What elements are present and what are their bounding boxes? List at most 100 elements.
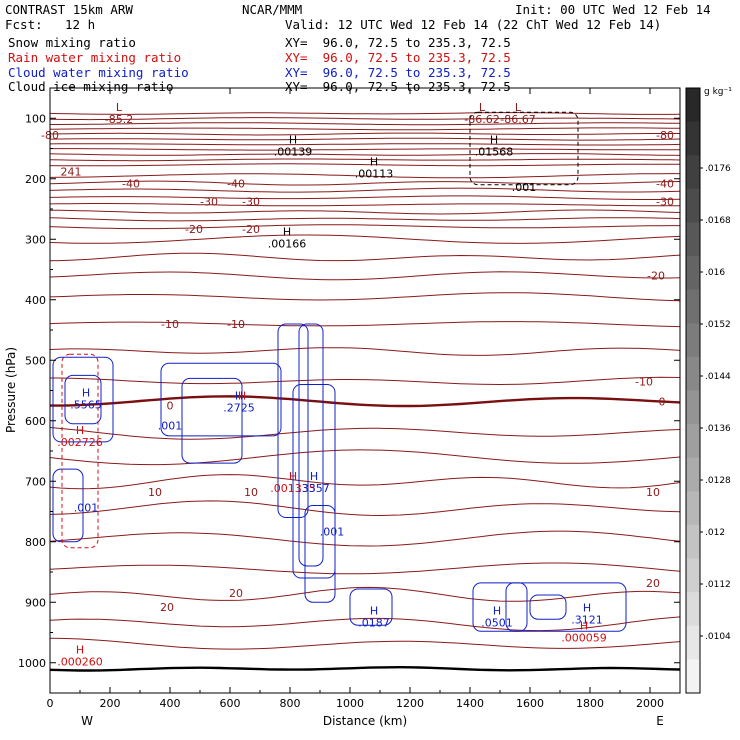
- temperature-label: 0: [659, 395, 666, 408]
- isotherm-line: [49, 252, 681, 262]
- isotherm-line: [49, 637, 681, 650]
- extremum-value: .001335: [270, 482, 316, 495]
- isotherm-line: [49, 180, 681, 186]
- x-axis-label: Distance (km): [323, 714, 407, 728]
- isotherm-line: [49, 143, 681, 146]
- colorbar-segment: [686, 289, 700, 324]
- extremum-mark: H: [76, 424, 84, 437]
- isotherm-line: [49, 153, 681, 156]
- isotherm-line: [49, 234, 681, 244]
- temperature-label: -10: [227, 318, 245, 331]
- isotherm-line: [49, 195, 681, 200]
- y-tick-label: 700: [25, 475, 46, 488]
- x-tick-label: 0: [47, 697, 54, 710]
- cloud-contour: [181, 377, 243, 464]
- temperature-label: -80: [656, 129, 674, 142]
- x-tick-label: 1800: [576, 697, 604, 710]
- extremum-mark: H: [370, 155, 378, 168]
- extremum-mark: H: [583, 601, 591, 614]
- x-west-label: W: [81, 714, 93, 728]
- isotherm-line: [49, 203, 680, 207]
- isotherm-line: [49, 127, 681, 131]
- field-name-rain: Rain water mixing ratio: [8, 50, 182, 65]
- y-tick-label: 600: [25, 415, 46, 428]
- extremum-mark: L: [515, 101, 522, 114]
- x-tick-label: 1400: [456, 697, 484, 710]
- extremum-mark: H: [370, 604, 378, 617]
- cloud-contour: [160, 362, 282, 437]
- isotherm-line: [49, 474, 681, 490]
- colorbar-segment: [686, 323, 700, 358]
- isotherm-line: [49, 500, 681, 517]
- colorbar-label: .0104: [705, 632, 731, 642]
- isotherm-line: [49, 292, 681, 302]
- cloud-contour: [298, 323, 324, 567]
- temperature-label: 20: [160, 601, 174, 614]
- x-tick-label: 2000: [636, 697, 664, 710]
- isotherm-line: [50, 209, 681, 215]
- valid-time: Valid: 12 UTC Wed 12 Feb 14 (22 ChT Wed …: [285, 17, 662, 32]
- isotherm-line: [49, 321, 681, 328]
- temperature-label: -10: [161, 318, 179, 331]
- colorbar-segment: [686, 524, 700, 560]
- fcst-label: Fcst:: [5, 17, 43, 32]
- temperature-label: -40: [656, 178, 674, 191]
- extremum-mark: H: [493, 604, 501, 617]
- cloud-contour: [52, 356, 114, 443]
- extremum-value: .3357: [298, 482, 330, 495]
- extremum-value: .001: [158, 420, 183, 433]
- y-tick-label: 300: [25, 233, 46, 246]
- colorbar-segment: [686, 625, 700, 660]
- isotherm-line: [49, 158, 681, 162]
- temperature-label: 10: [148, 486, 162, 499]
- cloud-contour: [349, 588, 393, 626]
- y-tick-label: 1000: [18, 657, 46, 670]
- isotherm-line: [49, 132, 680, 136]
- ice-contour: [469, 111, 579, 186]
- extremum-value: .000059: [561, 631, 607, 644]
- extremum-value: .002726: [57, 436, 103, 449]
- colorbar-segment: [686, 491, 700, 526]
- isotherm-line: [49, 271, 681, 281]
- extremum-value: .001: [74, 501, 99, 514]
- isotherm-line: [49, 137, 681, 141]
- extremum-mark: H: [238, 390, 246, 403]
- y-tick-label: 800: [25, 536, 46, 549]
- extremum-mark: H: [82, 387, 90, 400]
- isotherm-line: [49, 530, 681, 547]
- x-tick-label: 800: [280, 697, 301, 710]
- field-xy-snow: XY= 96.0, 72.5 to 235.3, 72.5: [285, 35, 511, 50]
- cloud-contour: [64, 374, 102, 425]
- isotherm-line: [49, 449, 681, 466]
- cloud-contour: [304, 504, 336, 603]
- isotherm-line: [49, 224, 680, 230]
- colorbar-segment: [686, 457, 700, 492]
- y-tick-label: 400: [25, 294, 46, 307]
- extremum-value: .2725: [223, 402, 255, 415]
- temperature-label: 241: [61, 165, 82, 178]
- extremum-value: .3121: [571, 613, 603, 626]
- isotherm-line: [49, 163, 681, 167]
- field-name-cloudice: Cloud ice mixing ratio: [8, 79, 174, 94]
- rain-contour: [61, 353, 99, 549]
- extremum-value: .000260: [57, 656, 103, 669]
- x-tick-label: 400: [160, 697, 181, 710]
- colorbar-segment: [686, 558, 700, 593]
- y-tick-label: 500: [25, 354, 46, 367]
- isotherm-line: [49, 217, 681, 222]
- isotherm-line: [49, 586, 681, 602]
- colorbar-segment: [686, 188, 700, 223]
- isotherm-line: [50, 376, 681, 386]
- x-tick-label: 600: [220, 697, 241, 710]
- temperature-label: -20: [185, 223, 203, 236]
- isotherm-line: [49, 117, 681, 121]
- x-tick-label: 1200: [396, 697, 424, 710]
- colorbar-label: .0152: [705, 320, 731, 330]
- extremum-value: .5565: [70, 399, 102, 412]
- axes: 0 200 400 600 800 1000 1200 1400 1600 1800 2000100…: [18, 87, 681, 710]
- colorbar-label: .0176: [705, 164, 731, 174]
- cloud-contour: [52, 468, 84, 543]
- colorbar-label: .0112: [705, 580, 731, 590]
- colorbar-label: .012: [705, 528, 725, 538]
